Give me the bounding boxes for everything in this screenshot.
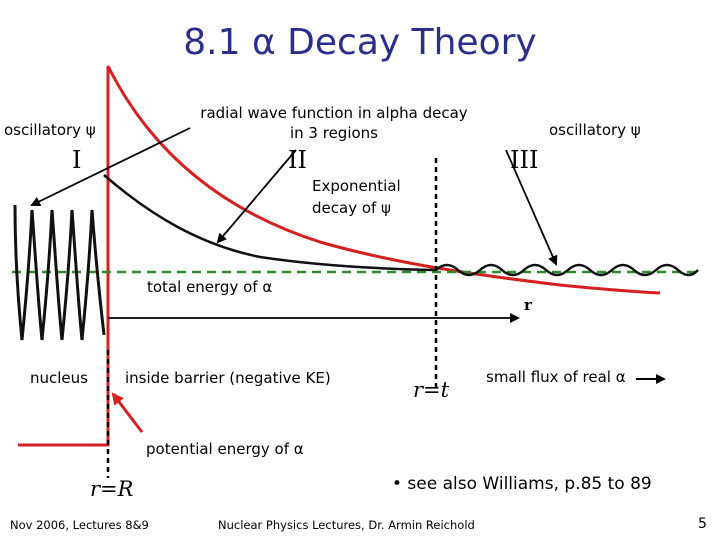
label-inside-barrier: inside barrier (negative KE) — [125, 369, 331, 387]
label-region-2: II — [288, 146, 307, 174]
label-oscillatory-left: oscillatory ψ — [4, 121, 96, 139]
label-r-t: r=t — [413, 378, 450, 402]
label-small-flux: small flux of real α — [486, 368, 626, 386]
arrow-potential-energy — [111, 392, 144, 433]
footer-course: Nuclear Physics Lectures, Dr. Armin Reic… — [218, 518, 475, 532]
oscillatory-wave-outside — [435, 263, 699, 277]
arrow-to-region-1 — [30, 127, 191, 206]
label-region-3: III — [510, 146, 539, 174]
exponential-decay-curve — [103, 174, 437, 272]
label-nucleus: nucleus — [30, 369, 88, 387]
label-radial-line1: radial wave function in alpha decay — [200, 104, 468, 122]
label-radial-line2: in 3 regions — [289, 124, 378, 142]
label-region-1: I — [72, 146, 82, 174]
label-r-R: r=R — [90, 477, 134, 501]
slide-title: 8.1 α Decay Theory — [183, 22, 537, 63]
label-r-axis: r — [524, 296, 532, 314]
arrow-to-region-3 — [505, 149, 558, 266]
label-exponential-line2: decay of ψ — [312, 199, 391, 217]
footer-page-number: 5 — [698, 516, 707, 532]
see-also-note: • see also Williams, p.85 to 89 — [392, 474, 652, 494]
potential-energy-curve — [18, 65, 661, 447]
footer-date: Nov 2006, Lectures 8&9 — [10, 518, 149, 532]
oscillatory-wave-inside — [13, 204, 106, 341]
label-total-energy: total energy of α — [147, 278, 273, 296]
arrow-to-region-2 — [216, 149, 297, 244]
label-oscillatory-right: oscillatory ψ — [549, 121, 641, 139]
label-exponential-line1: Exponential — [312, 177, 401, 195]
label-potential-energy: potential energy of α — [146, 440, 304, 458]
